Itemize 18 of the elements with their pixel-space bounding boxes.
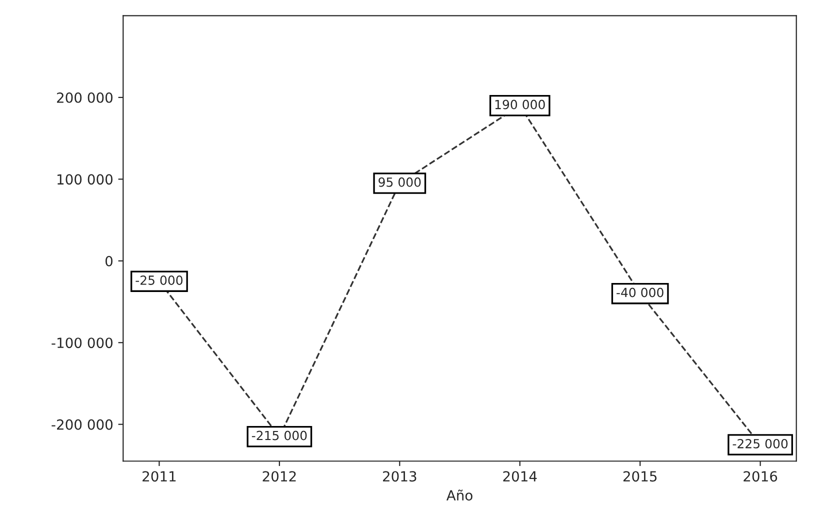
y-tick-label: -100 000: [52, 338, 113, 348]
data-label: -225 000: [732, 438, 788, 448]
data-label: 95 000: [378, 177, 421, 187]
y-tick-label: 0: [106, 256, 113, 266]
data-label: -40 000: [616, 288, 664, 298]
x-axis-title: Año: [446, 490, 472, 501]
y-tick-label: 100 000: [58, 174, 113, 185]
x-tick-label: 2011: [142, 471, 176, 482]
data-label: -25 000: [136, 275, 183, 285]
data-label: -215 000: [252, 430, 307, 440]
x-tick-label: 2012: [262, 471, 296, 482]
y-tick-label: -200 000: [52, 419, 113, 430]
x-tick-label: 2014: [503, 471, 537, 482]
x-tick-label: 2015: [623, 471, 657, 482]
x-tick-label: 2013: [382, 471, 416, 482]
y-tick-label: 200 000: [57, 92, 113, 103]
data-label: 190 000: [495, 100, 545, 110]
x-tick-label: 2016: [744, 471, 778, 482]
